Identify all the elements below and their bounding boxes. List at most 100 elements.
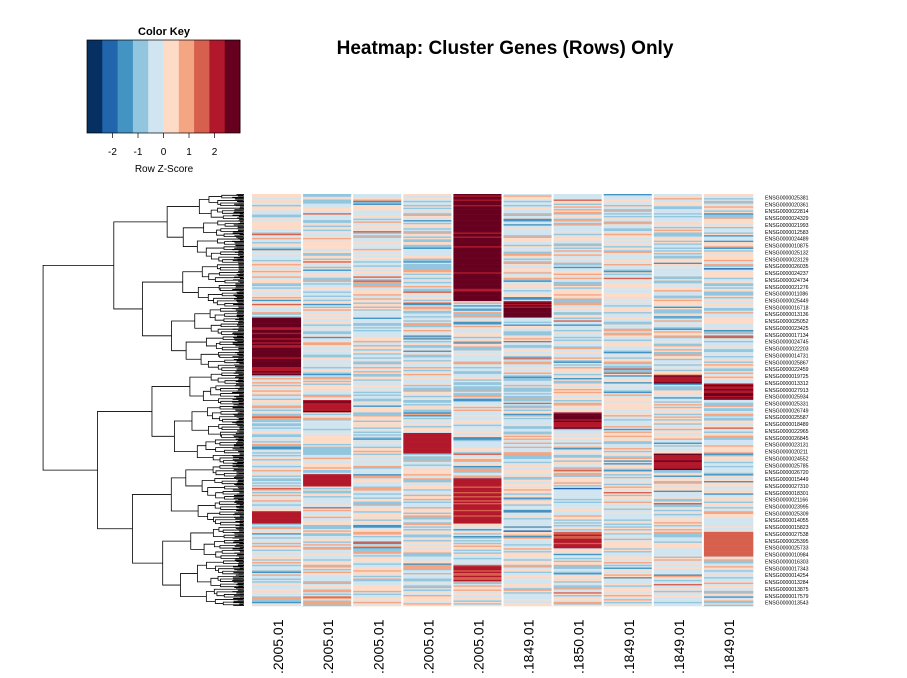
heatmap-cell xyxy=(502,424,553,427)
heatmap-cell xyxy=(302,247,353,250)
heatmap-cell xyxy=(552,500,603,502)
heatmap-cell xyxy=(552,560,603,563)
heatmap-cell xyxy=(502,446,553,449)
heatmap-cell xyxy=(702,474,754,476)
heatmap-cell xyxy=(452,279,503,281)
heatmap-cell xyxy=(302,343,353,346)
heatmap-cell xyxy=(502,542,553,545)
heatmap-cell xyxy=(502,213,553,215)
heatmap-cell xyxy=(702,242,754,244)
heatmap-cell xyxy=(602,400,654,402)
heatmap-cell xyxy=(502,268,553,270)
heatmap-cell xyxy=(652,531,704,534)
heatmap-cell xyxy=(552,487,603,490)
heatmap-cell xyxy=(252,456,303,458)
heatmap-cell xyxy=(352,428,403,431)
heatmap-cell xyxy=(552,515,603,518)
heatmap-cell xyxy=(352,382,403,384)
row-label: ENSG0000024329 xyxy=(765,216,809,222)
heatmap-cell xyxy=(452,321,503,324)
heatmap-cell xyxy=(652,463,704,465)
heatmap-cell xyxy=(302,533,353,535)
heatmap-cell xyxy=(302,248,353,251)
heatmap-cell xyxy=(552,527,603,530)
row-label: ENSG0000021993 xyxy=(765,223,809,229)
heatmap-cell xyxy=(302,372,353,375)
heatmap-cell xyxy=(652,232,704,235)
heatmap-cell xyxy=(252,546,303,549)
heatmap-cell xyxy=(302,599,353,601)
heatmap-cell xyxy=(352,346,403,349)
heatmap-cell xyxy=(552,264,603,266)
heatmap-cell xyxy=(302,199,353,202)
heatmap-cell xyxy=(702,253,754,255)
heatmap-cell xyxy=(702,332,754,335)
heatmap-cell xyxy=(252,228,303,231)
heatmap-cell xyxy=(302,428,353,431)
heatmap-cell xyxy=(602,351,654,354)
heatmap-cell xyxy=(702,349,754,351)
heatmap-cell xyxy=(302,371,353,373)
heatmap-cell xyxy=(552,542,603,545)
heatmap-cell xyxy=(702,266,754,269)
heatmap-cell xyxy=(252,428,303,431)
heatmap-cell xyxy=(552,581,603,583)
heatmap-cell xyxy=(352,430,403,432)
heatmap-cell xyxy=(502,423,553,426)
heatmap-cell xyxy=(252,476,303,479)
heatmap-cell xyxy=(252,487,303,490)
heatmap-cell xyxy=(602,390,654,393)
heatmap-cell xyxy=(302,376,353,379)
heatmap-cell xyxy=(402,421,453,424)
heatmap-cell xyxy=(452,350,503,353)
heatmap-cell xyxy=(452,441,503,443)
heatmap-cell xyxy=(352,214,403,217)
heatmap-cell xyxy=(402,262,453,265)
heatmap-cell xyxy=(652,557,704,560)
heatmap-cell xyxy=(602,246,654,248)
heatmap-cell xyxy=(452,209,503,211)
heatmap-cell xyxy=(502,251,553,254)
heatmap-cell xyxy=(302,318,353,321)
heatmap-cell xyxy=(602,338,654,340)
row-label: ENSG0000015449 xyxy=(765,477,809,483)
heatmap-cell xyxy=(352,445,403,447)
heatmap-cell xyxy=(252,393,303,395)
heatmap-cell xyxy=(702,505,754,508)
heatmap-cell xyxy=(252,354,303,357)
heatmap-cell xyxy=(602,456,654,458)
heatmap-cell xyxy=(502,386,553,388)
heatmap-cell xyxy=(352,242,403,244)
heatmap-cell xyxy=(602,264,654,266)
heatmap-cell xyxy=(602,513,654,516)
heatmap-cell xyxy=(452,467,503,469)
heatmap-cell xyxy=(302,456,353,458)
heatmap-cell xyxy=(702,280,754,283)
heatmap-cell xyxy=(302,501,353,504)
heatmap-cell xyxy=(552,467,603,469)
heatmap-cell xyxy=(302,463,353,465)
color-key-swatch xyxy=(117,40,134,133)
heatmap-cell xyxy=(402,233,453,236)
heatmap-cell xyxy=(352,317,403,320)
heatmap-cell xyxy=(452,485,503,487)
heatmap-cell xyxy=(552,325,603,328)
heatmap-cell xyxy=(252,588,303,590)
heatmap-cell xyxy=(552,288,603,291)
heatmap-cell xyxy=(702,247,754,250)
heatmap-cell xyxy=(352,424,403,427)
heatmap-cell xyxy=(602,310,654,313)
heatmap-cell xyxy=(702,538,754,541)
heatmap-cell xyxy=(702,276,754,279)
heatmap-cell xyxy=(552,601,603,604)
heatmap-cell xyxy=(452,305,503,307)
heatmap-cell xyxy=(652,390,704,393)
heatmap-cell xyxy=(602,590,654,593)
heatmap-cell xyxy=(352,378,403,380)
heatmap-cell xyxy=(652,305,704,307)
heatmap-cell xyxy=(302,395,353,398)
heatmap-cell xyxy=(352,577,403,579)
heatmap-cell xyxy=(252,467,303,469)
heatmap-cell xyxy=(302,255,353,258)
heatmap-cell xyxy=(502,369,553,372)
